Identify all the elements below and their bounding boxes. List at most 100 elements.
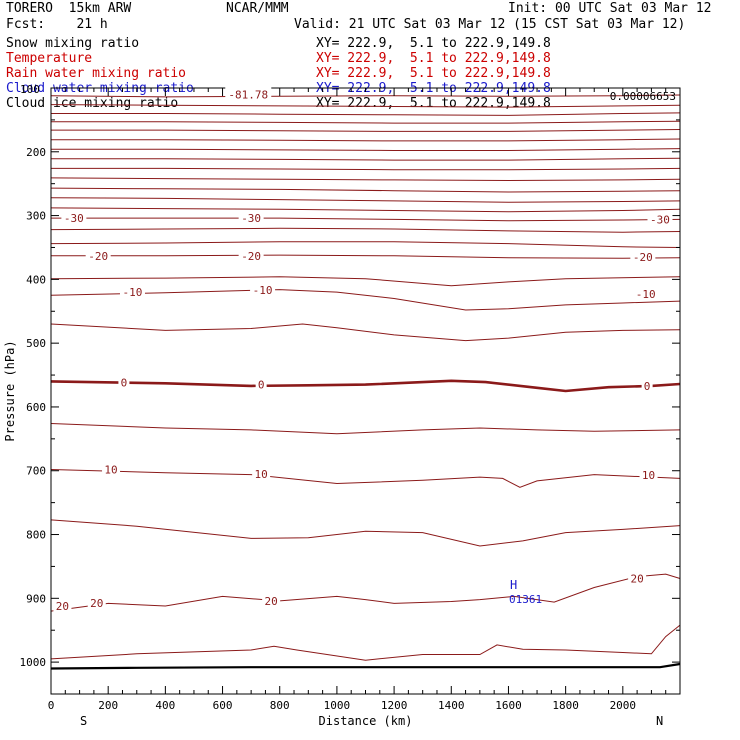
contour-label-bg [53, 598, 72, 612]
terrain-and-contours [50, 94, 681, 670]
isotherm-line [50, 289, 681, 311]
y-tick-label: 800 [26, 529, 46, 542]
contour-label: 0 [258, 379, 265, 392]
contour-label: 20 [90, 597, 103, 610]
x-tick-label: 1200 [381, 699, 408, 712]
y-tick-label: 300 [26, 210, 46, 223]
south-end-label: S [80, 714, 87, 728]
contour-label: 20 [630, 573, 643, 586]
contour-label: 20 [265, 595, 278, 608]
isotherm-line [50, 94, 681, 98]
isotherm-line [50, 423, 681, 435]
y-tick-label: 500 [26, 337, 46, 350]
x-tick-label: 1400 [438, 699, 465, 712]
x-tick-label: 400 [155, 699, 175, 712]
isotherm-line [51, 217, 681, 222]
isotherm-line [50, 227, 681, 233]
field-name-snow: Snow mixing ratio [6, 36, 140, 51]
init-time: Init: 00 UTC Sat 03 Mar 12 [508, 1, 712, 16]
top-pressure-label: 100 [20, 83, 40, 96]
y-tick-label: 1000 [20, 656, 47, 669]
terrain-line [50, 662, 681, 670]
contour-label-bg [633, 287, 659, 301]
contour-label-bg [630, 250, 656, 264]
isotherm-line [51, 167, 681, 171]
isotherm-line [50, 207, 681, 213]
high-marker-letter: H [510, 578, 517, 592]
isotherm-line [51, 138, 681, 142]
contour-label-bg [647, 212, 673, 226]
center-title: NCAR/MMM [226, 1, 289, 16]
model-title: TORERO 15km ARW [6, 1, 132, 16]
contour-label: -20 [633, 251, 653, 264]
contour-label-bg [639, 468, 658, 482]
contour-label-bg [255, 377, 267, 391]
contour-labels: -81.78 -30 -30 -30 -20 -20 -20 -10 -10 -10 0 0 0 10 10… [53, 87, 673, 613]
x-tick-label: 1600 [495, 699, 522, 712]
isotherm-line [50, 379, 681, 393]
contour-label-bg [119, 285, 145, 299]
y-tick-label: 900 [26, 592, 46, 605]
contour-label: 10 [255, 468, 268, 481]
field-xy-rain: XY= 222.9, 5.1 to 222.9,149.8 [316, 66, 551, 81]
isotherm-line [51, 148, 681, 151]
contour-label: 0 [121, 377, 128, 390]
y-tick-label: 600 [26, 401, 46, 414]
north-end-label: N [656, 714, 663, 728]
contour-label-bg [628, 571, 647, 585]
isotherm-line [51, 254, 681, 259]
isotherm-line [51, 112, 681, 116]
contour-label: -30 [650, 213, 670, 226]
contour-label: 10 [642, 469, 655, 482]
contour-label: 0 [644, 380, 651, 393]
y-tick-label: 400 [26, 273, 46, 286]
contour-label: -10 [636, 288, 656, 301]
x-axis-title: Distance (km) [319, 714, 413, 728]
x-tick-label: 1000 [324, 699, 351, 712]
contour-label-bg [238, 211, 264, 225]
contour-label: -10 [123, 286, 143, 299]
contour-label-bg [61, 211, 87, 225]
field-name-temperature: Temperature [6, 51, 93, 66]
isotherm-line [50, 323, 681, 342]
isotherm-line [51, 157, 681, 161]
contour-label: -10 [253, 284, 273, 297]
isotherm-line [50, 573, 681, 612]
contour-label: -20 [241, 250, 261, 263]
contour-label-bg [225, 87, 272, 101]
isotherm-line [50, 519, 681, 547]
contour-label: 10 [104, 463, 117, 476]
isotherm-line [50, 469, 681, 488]
y-tick-label: 200 [26, 146, 46, 159]
contour-label: -20 [88, 250, 108, 263]
contour-label: -81.78 [228, 88, 268, 101]
contour-label-bg [252, 466, 271, 480]
forecast-hour: Fcst: 21 h [6, 17, 108, 32]
x-tick-label: 0 [48, 699, 55, 712]
axis-ticks: 0 200 400 600 800 1000 1200 1400 1600 1800 2000200… [20, 88, 681, 712]
y-tick-label: 700 [26, 465, 46, 478]
contour-label: -30 [241, 212, 261, 225]
field-maximum-label: 0.00006653 [610, 90, 676, 103]
isotherm-line [50, 187, 681, 193]
isotherm-line [51, 120, 681, 124]
valid-time: Valid: 21 UTC Sat 03 Mar 12 (15 CST Sat … [294, 17, 686, 32]
isotherm-line [50, 624, 681, 661]
contour-label-bg [85, 248, 111, 262]
y-axis-title: Pressure (hPa) [3, 340, 17, 441]
isotherm-line [50, 177, 681, 182]
contour-label: -30 [64, 212, 84, 225]
contour-label-bg [118, 375, 130, 389]
field-name-rain: Rain water mixing ratio [6, 66, 187, 81]
contour-label-bg [250, 283, 276, 297]
contour-label: 20 [56, 600, 69, 613]
isotherm-line [51, 129, 681, 132]
high-marker-value: 01361 [509, 593, 542, 606]
x-tick-label: 200 [98, 699, 118, 712]
contour-label-bg [102, 462, 121, 476]
contour-label-bg [262, 593, 281, 607]
isotherm-line [50, 104, 681, 108]
field-xy-temperature: XY= 222.9, 5.1 to 222.9,149.8 [316, 51, 551, 66]
isotherm-line [50, 197, 681, 203]
x-tick-label: 600 [213, 699, 233, 712]
